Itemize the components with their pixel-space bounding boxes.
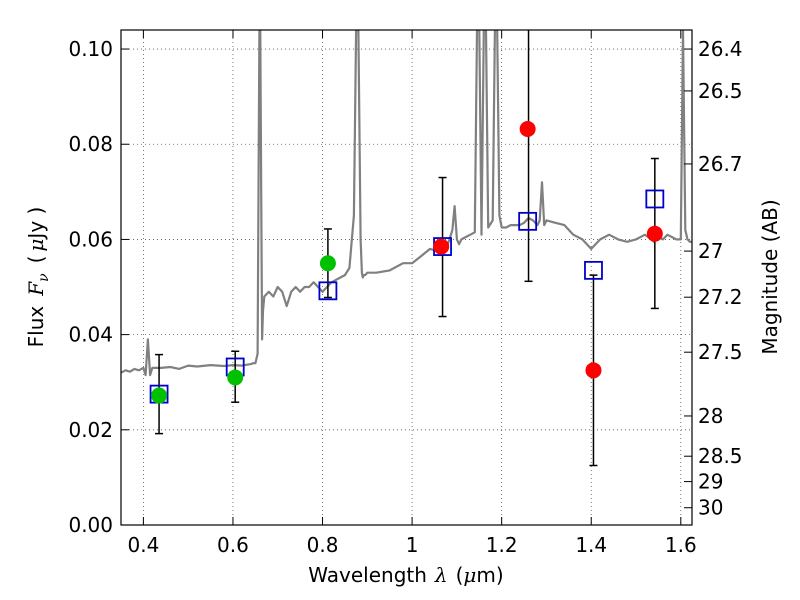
mag-tick-label-7: 28.5 bbox=[698, 444, 743, 468]
nir-point-1 bbox=[519, 121, 536, 137]
mag-tick-label-8: 29 bbox=[698, 470, 723, 494]
mag-tick-label-2: 26.7 bbox=[698, 152, 743, 176]
model-phot-square-4 bbox=[518, 211, 538, 231]
nir-point-0 bbox=[433, 238, 450, 255]
x-tick-label-6: 1.6 bbox=[665, 533, 697, 557]
model-phot-square-2 bbox=[318, 281, 338, 301]
y-tick-label-1: 0.02 bbox=[68, 418, 113, 442]
y-tick-label-5: 0.10 bbox=[68, 37, 113, 61]
mag-tick-label-6: 28 bbox=[698, 404, 723, 428]
x-tick-label-5: 1.4 bbox=[575, 533, 607, 557]
model-phot-square-5 bbox=[584, 260, 603, 280]
x-tick-label-4: 1.2 bbox=[486, 533, 518, 557]
mag-tick-label-0: 26.4 bbox=[698, 37, 743, 61]
nir-point-3 bbox=[646, 225, 663, 242]
x-axis-title: Wavelength λ (μm) bbox=[308, 563, 503, 587]
x-tick-label-3: 1 bbox=[406, 533, 419, 557]
y-tick-label-0: 0.00 bbox=[68, 513, 113, 537]
mag-tick-label-3: 27 bbox=[698, 239, 723, 263]
mag-tick-label-1: 26.5 bbox=[698, 79, 743, 103]
data-points bbox=[149, 121, 665, 404]
optical-point-0 bbox=[151, 387, 168, 404]
y-tick-label-3: 0.06 bbox=[68, 227, 113, 251]
plot-frame bbox=[120, 29, 693, 526]
mag-tick-label-9: 30 bbox=[698, 496, 723, 520]
nir-point-2 bbox=[585, 362, 602, 379]
optical-point-1 bbox=[227, 369, 244, 386]
axis-ticks: 0.4 0.6 0.8 1 1.2 1.4 1.6 0.00 0.02 0.04 0.06 0.08 0… bbox=[68, 30, 743, 557]
magnitude-axis-title: Magnitude (AB) bbox=[758, 199, 782, 354]
optical-point-2 bbox=[319, 255, 336, 272]
error-bars bbox=[155, 30, 659, 467]
mag-tick-label-4: 27.2 bbox=[698, 285, 743, 309]
y-axis-title: FluxFν(μJy ) bbox=[24, 207, 52, 348]
model-sed-line bbox=[121, 30, 692, 377]
model-sed-layer bbox=[121, 30, 692, 377]
x-tick-label-0: 0.4 bbox=[127, 533, 159, 557]
y-tick-label-2: 0.04 bbox=[68, 323, 113, 347]
grid bbox=[121, 30, 692, 526]
x-tick-label-1: 0.6 bbox=[217, 533, 249, 557]
mag-tick-label-5: 27.5 bbox=[698, 340, 743, 364]
model-phot-square-6 bbox=[645, 189, 665, 209]
x-tick-label-2: 0.8 bbox=[307, 533, 339, 557]
y-tick-label-4: 0.08 bbox=[68, 132, 113, 156]
